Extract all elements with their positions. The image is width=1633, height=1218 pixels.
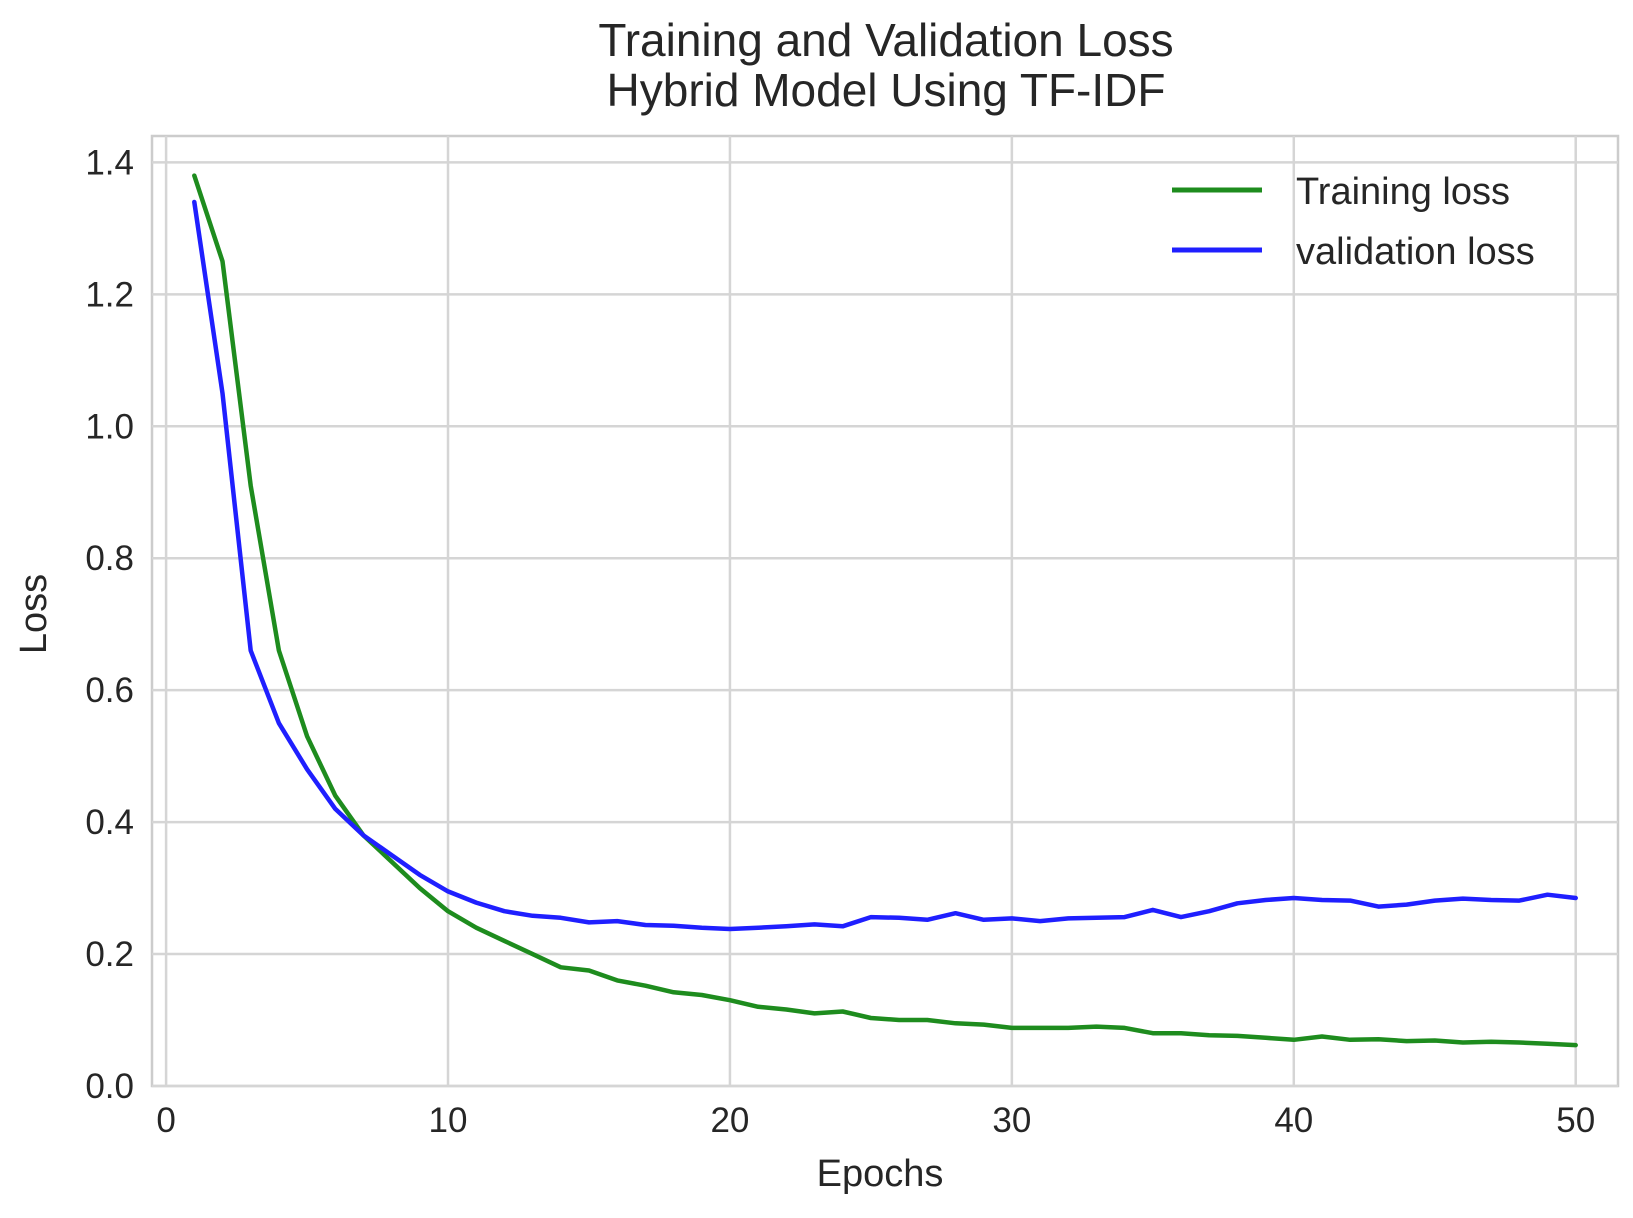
y-tick-label: 1.2 [85,275,134,314]
y-axis-label: Loss [13,574,55,654]
legend-label-validation-loss: validation loss [1296,231,1535,273]
x-tick-label: 10 [429,1101,468,1140]
y-tick-label: 0.2 [85,935,134,974]
chart-subtitle: Hybrid Model Using TF-IDF [607,64,1166,116]
y-tick-label: 1.4 [85,143,134,182]
y-tick-label: 0.6 [85,671,134,710]
chart-title: Training and Validation Loss [598,14,1173,66]
y-tick-label: 0.0 [85,1067,134,1106]
x-tick-label: 20 [710,1101,749,1140]
y-tick-label: 1.0 [85,407,134,446]
series-lines [192,173,1578,1048]
plot-area [150,134,1620,1088]
y-tick-labels: 0.0 0.2 0.4 0.6 0.8 1.0 1.2 1.4 [85,143,134,1106]
grid-lines [152,136,1618,1088]
x-tick-label: 30 [992,1101,1031,1140]
legend: Training loss validation loss [1172,171,1535,273]
y-tick-label: 0.4 [85,803,134,842]
y-tick-label: 0.8 [85,539,134,578]
x-tick-label: 0 [156,1101,175,1140]
x-tick-labels: 0 10 20 30 40 50 [156,1101,1595,1140]
x-tick-label: 50 [1556,1101,1595,1140]
x-axis-label: Epochs [817,1153,944,1195]
x-tick-label: 40 [1274,1101,1313,1140]
series-line-training-loss [192,173,1578,1048]
series-line-validation-loss [192,199,1578,932]
legend-label-training-loss: Training loss [1296,171,1510,213]
